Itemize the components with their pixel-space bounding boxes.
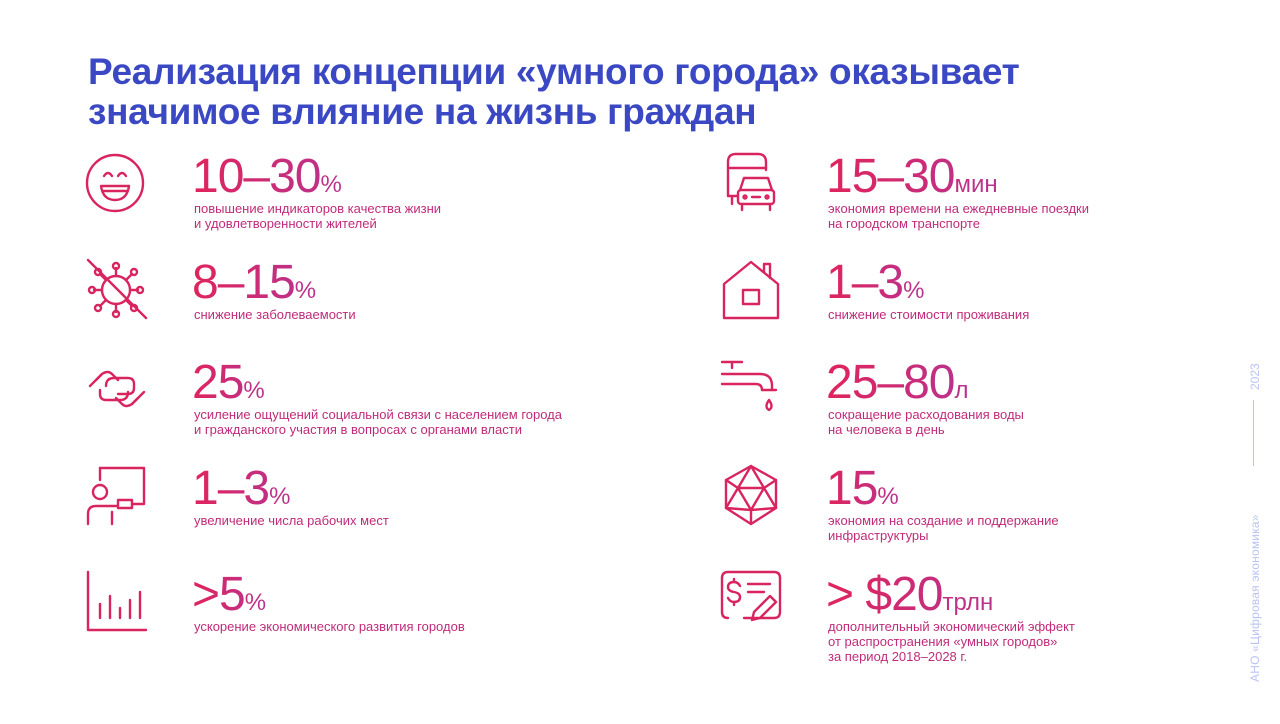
virus-crossed-icon: [84, 256, 150, 322]
smiley-icon: [84, 150, 150, 216]
stat-economic-effect: > $20трлн дополнительный экономический э…: [718, 568, 1238, 668]
invoice-dollar-icon: [718, 568, 784, 634]
side-organization: АНО «Цифровая экономика»: [1248, 514, 1262, 682]
polyhedron-icon: [718, 462, 784, 528]
stat-housing-cost: 1–3% снижение стоимости проживания: [718, 256, 1238, 356]
stat-description: экономия времени на ежедневные поездки на…: [828, 201, 1089, 231]
stat-description: усиление ощущений социальной связи с нас…: [194, 407, 562, 437]
stat-quality-of-life: 10–30% повышение индикаторов качества жи…: [84, 150, 604, 250]
stat-description: экономия на создание и поддержание инфрас…: [828, 513, 1059, 543]
worker-at-board-icon: [84, 462, 150, 528]
stat-morbidity: 8–15% снижение заболеваемости: [84, 256, 604, 356]
stat-description: снижение заболеваемости: [194, 307, 356, 322]
stat-jobs: 1–3% увеличение числа рабочих мест: [84, 462, 604, 562]
stat-social-connection: 25% усиление ощущений социальной связи с…: [84, 356, 604, 456]
stat-description: снижение стоимости проживания: [828, 307, 1030, 322]
side-year: 2023: [1248, 363, 1262, 390]
bar-chart-icon: [84, 568, 150, 634]
side-divider: [1253, 400, 1254, 466]
page-title: Реализация концепции «умного города» ока…: [88, 52, 1108, 132]
stat-water-saving: 25–80л сокращение расходования воды на че…: [718, 356, 1238, 456]
handshake-icon: [84, 356, 150, 422]
stat-description: дополнительный экономический эффект от ра…: [828, 619, 1075, 664]
page-title-line-2: значимое влияние на жизнь граждан: [88, 91, 757, 132]
stat-economic-growth: >5% ускорение экономического развития го…: [84, 568, 604, 668]
water-tap-icon: [718, 356, 784, 422]
bus-car-icon: [718, 150, 784, 216]
stat-description: увеличение числа рабочих мест: [194, 513, 389, 528]
house-icon: [718, 256, 784, 322]
stat-commute-time: 15–30мин экономия времени на ежедневные …: [718, 150, 1238, 250]
page-title-line-1: Реализация концепции «умного города» ока…: [88, 51, 1020, 92]
stat-description: ускорение экономического развития городо…: [194, 619, 465, 634]
stat-description: сокращение расходования воды на человека …: [828, 407, 1024, 437]
stat-description: повышение индикаторов качества жизни и уд…: [194, 201, 442, 231]
stat-infrastructure: 15% экономия на создание и поддержание ин…: [718, 462, 1238, 562]
